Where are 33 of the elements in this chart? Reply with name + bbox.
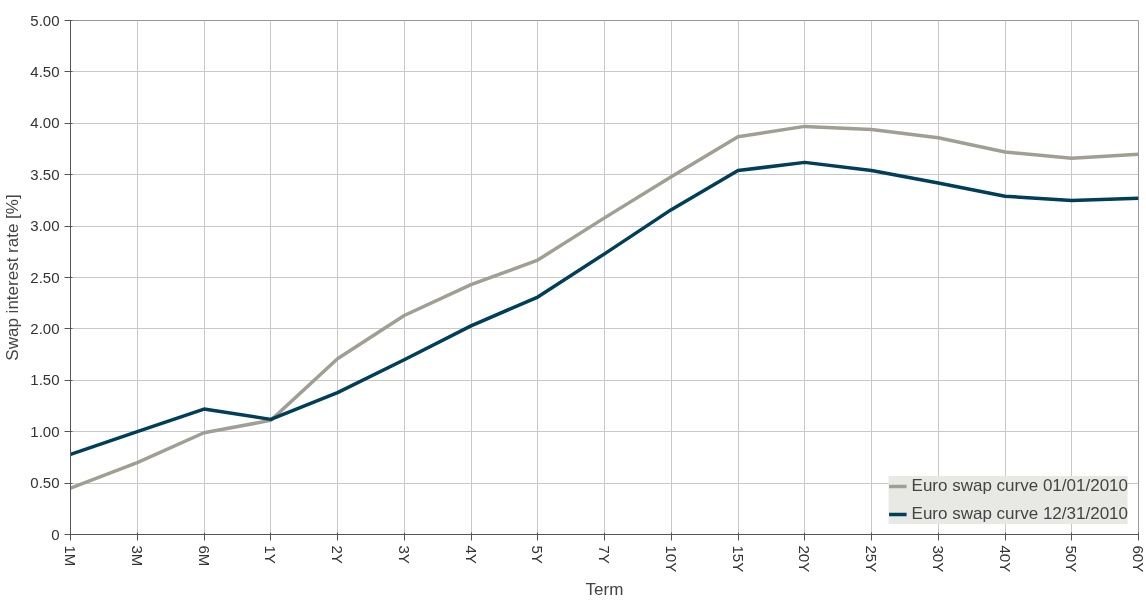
x-tick-label: 60Y [1129,545,1146,573]
x-tick-label: 6M [195,545,213,567]
x-axis-title: Term [585,580,624,600]
y-tick-label: 1.00 [30,422,60,440]
y-axis-title: Swap interest rate [%] [3,194,23,361]
legend-label: Euro swap curve 01/01/2010 [911,476,1128,496]
y-tick-label: 0.50 [30,474,60,492]
x-tick-label: 3Y [395,545,413,564]
x-tick-label: 30Y [929,545,947,573]
line-series [70,160,1139,457]
legend-label: Euro swap curve 12/31/2010 [911,504,1128,524]
y-tick-label: 5.00 [30,11,60,29]
x-tick-label: 15Y [729,545,747,573]
x-tick-label: 3M [128,545,146,567]
y-tick-label: 4.00 [30,114,60,132]
x-tick-label: 50Y [1063,545,1081,573]
y-tick-label: 4.50 [30,62,60,80]
x-tick-label: 20Y [796,545,814,573]
y-tick-label: 3.00 [30,217,60,235]
y-tick-label: 2.00 [30,319,60,337]
y-tick-label: 3.50 [30,165,60,183]
y-tick-label: 0 [51,525,60,543]
x-tick-label: 40Y [996,545,1014,573]
x-tick-label: 2Y [329,545,346,564]
x-tick-label: 10Y [662,545,680,573]
x-tick-label: 1Y [262,545,280,564]
y-tick-label: 2.50 [30,268,60,286]
x-tick-label: 1M [62,545,79,567]
x-tick-label: 25Y [863,545,880,573]
x-tick-label: 4Y [462,545,480,564]
x-tick-label: 5Y [529,545,547,564]
x-tick-label: 7Y [596,545,613,564]
y-tick-label: 1.50 [30,371,60,389]
